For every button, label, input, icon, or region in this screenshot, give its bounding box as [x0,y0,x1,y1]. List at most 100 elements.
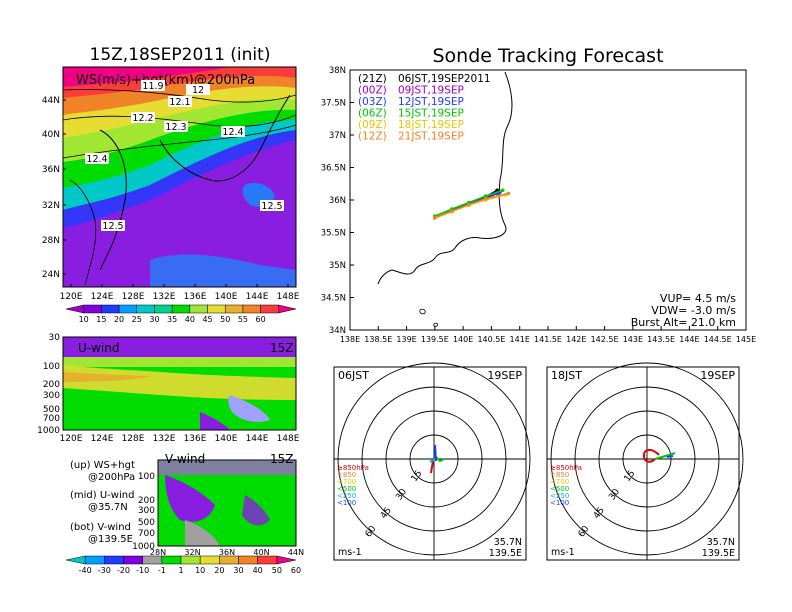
colorbar-swatch [136,304,155,314]
colorbar-swatch [276,555,297,565]
track-lines [433,188,511,220]
colorbar-swatch [154,304,173,314]
colorbar-label: 20 [214,566,224,575]
v-panel-time: 15Z [270,452,294,466]
track-lat-tick-label: 36N [329,196,346,206]
hodograph-lon: 139.5E [702,548,735,559]
colorbar-swatch [65,304,84,314]
forecast-code: (21Z) [358,73,387,85]
colorbar-label: 45 [202,315,212,324]
legend-note-line2: @35.7N [88,502,128,513]
colorbar-swatch [123,555,143,565]
colorbar-label: 50 [220,315,230,324]
hodograph-level-label: <700 [550,478,569,486]
track-lon-tick-label: 140E [453,335,473,344]
forecast-time: 15JST,19SEP [398,108,464,120]
ws-colorbar: 10 15 20 25 30 35 40 45 50 55 60 [65,304,297,324]
v-x-tick-label: 32N [184,548,200,557]
hodograph-date: 19SEP [700,369,735,382]
forecast-time: 21JST,19SEP [398,131,464,143]
forecast-track-point [467,202,471,207]
v-y-tick-label: 100 [138,472,155,482]
lon-tick-label: 120E [60,292,83,302]
burst-label: Burst Alt= 21.0 km [631,316,736,329]
track-lat-tick-label: 37.5N [321,99,346,109]
track-lat-tick-label: 35.5N [321,229,346,239]
height-label: 12.4 [222,127,243,138]
colorbar-swatch [207,304,226,314]
hodograph-level-label: <100 [337,499,356,507]
forecast-code: (00Z) [358,85,387,97]
track-lon-tick-label: 139.5E [421,335,449,344]
legend-note-line1: (mid) U-wind [70,490,134,501]
u-x-tick-label: 128E [122,434,145,444]
hodograph-level-label: <850 [337,471,356,479]
height-label-box [85,153,109,164]
hodograph-date: 19SEP [487,369,522,382]
u-y-tick-label: 200 [43,380,60,390]
lon-tick-label: 136E [184,292,207,302]
height-label-box [131,112,155,123]
colorbar-label: 50 [272,566,282,575]
hodograph-time: 18JST [551,369,582,382]
colorbar-swatch [180,555,201,565]
u-panel-time: 15Z [270,341,294,355]
track-lon-tick-label: 144.5E [704,335,732,344]
lon-tick-label: 140E [215,292,238,302]
hodograph-level-label: <250 [337,492,356,500]
height-label-box [141,80,165,91]
colorbar-label: 20 [114,315,124,324]
vup-label: VUP= 4.5 m/s [660,292,736,305]
hodograph-trace [654,452,676,460]
forecast-code: (03Z) [358,96,387,108]
track-lon-tick-label: 144E [679,335,699,344]
right-title: Sonde Tracking Forecast [432,45,663,67]
height-label-box [101,220,125,231]
colorbar-label: 35 [167,315,177,324]
legend-note-line1: (bot) V-wind [70,522,131,533]
hodograph-level-label: <100 [550,499,569,507]
hodograph-level-label: ≥850hPa [550,464,582,472]
height-label: 12.5 [102,221,123,232]
height-label: 12.5 [261,201,282,212]
u-x-tick-label: 124E [91,434,114,444]
forecast-track-point [500,188,505,193]
colorbar-swatch [118,304,138,314]
lat-tick-label: 28N [42,236,60,246]
ws-field-label: WS(m/s)+hgt(km)@200hPa [76,73,255,88]
forecast-track-point [483,194,488,198]
u-x-tick-label: 136E [184,434,207,444]
colorbar-swatch [83,304,102,314]
colorbar-label: 25 [132,315,142,324]
track-lon-tick-label: 142.5E [591,335,619,344]
colorbar-swatch [65,555,86,565]
u-x-tick-label: 140E [215,434,238,444]
colorbar-swatch [161,555,182,565]
forecast-legend: (21Z) 06JST,19SEP2011 (00Z) 09JST,19SEP (03Z… [358,73,491,143]
lat-tick-label: 32N [42,201,60,211]
forecast-time: 12JST,19SEP [398,96,464,108]
lat-tick-label: 40N [42,130,60,140]
v-x-ticks: 28N 32N 36N 40N 44N [150,548,304,557]
forecast-time: 06JST,19SEP2011 [398,73,491,85]
colorbar-label: -10 [136,566,149,575]
hodograph-level-label: <250 [550,492,569,500]
colorbar-swatch [242,304,261,314]
height-label: 12.1 [169,97,190,108]
track-lat-tick-label: 34N [329,326,346,336]
colorbar-label: 1 [178,566,183,575]
hodograph-trace [666,455,674,458]
colorbar-swatch [171,304,191,314]
track-lon-tick-label: 139E [396,335,416,344]
track-lon-tick-label: 143.5E [647,335,675,344]
v-y-tick-label: 700 [138,529,155,539]
v-y-tick-label: 500 [138,518,155,528]
track-lon-tick-label: 140.5E [477,335,505,344]
hodograph-lon: 139.5E [489,548,522,559]
colorbar-label: -20 [117,566,130,575]
